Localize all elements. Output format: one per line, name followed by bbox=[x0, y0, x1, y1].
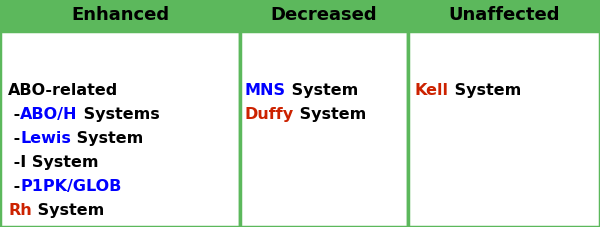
Text: Enhanced: Enhanced bbox=[71, 6, 169, 24]
Text: ABO/H: ABO/H bbox=[20, 107, 78, 122]
Text: -: - bbox=[8, 107, 20, 122]
Bar bbox=[408, 0, 600, 31]
Text: P1PK/GLOB: P1PK/GLOB bbox=[20, 179, 122, 194]
Bar bbox=[408, 31, 600, 227]
Text: Duffy: Duffy bbox=[245, 107, 294, 122]
Text: System: System bbox=[286, 83, 358, 98]
Text: -: - bbox=[8, 179, 20, 194]
Text: MNS: MNS bbox=[245, 83, 286, 98]
Text: ABO-related: ABO-related bbox=[8, 83, 118, 98]
Text: Systems: Systems bbox=[78, 107, 160, 122]
Bar bbox=[0, 0, 240, 31]
Bar bbox=[240, 31, 408, 227]
Text: System: System bbox=[294, 107, 367, 122]
Bar bbox=[240, 0, 408, 31]
Text: Kell: Kell bbox=[415, 83, 449, 98]
Text: Unaffected: Unaffected bbox=[448, 6, 560, 24]
Text: System: System bbox=[32, 203, 104, 218]
Text: Rh: Rh bbox=[8, 203, 32, 218]
Text: Lewis: Lewis bbox=[20, 131, 71, 146]
Text: -: - bbox=[8, 131, 20, 146]
Text: -I System: -I System bbox=[8, 155, 98, 170]
Bar bbox=[0, 31, 240, 227]
Text: System: System bbox=[71, 131, 143, 146]
Text: Decreased: Decreased bbox=[271, 6, 377, 24]
Text: System: System bbox=[449, 83, 521, 98]
